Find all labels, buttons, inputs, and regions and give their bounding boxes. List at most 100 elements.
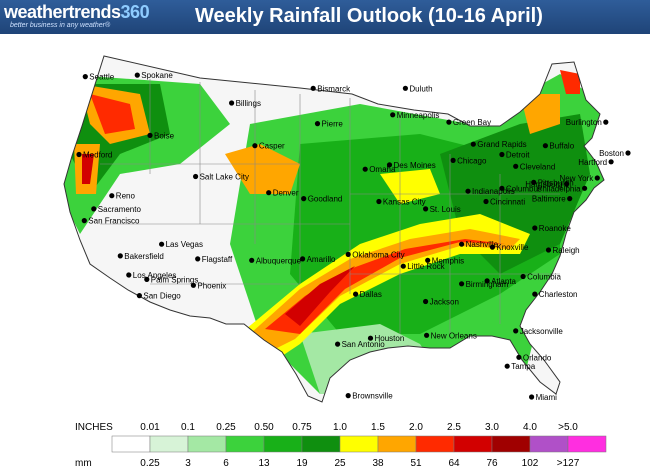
city-label: Omaha	[369, 165, 396, 174]
city-dot	[109, 193, 115, 199]
city-dot	[567, 196, 573, 202]
city-label: Pittsburgh	[538, 178, 574, 187]
city-label: Sacramento	[98, 205, 142, 214]
city-dot	[301, 196, 307, 202]
legend-swatch	[301, 435, 341, 453]
city-label: Boise	[154, 131, 175, 140]
city-label: Brownsville	[352, 392, 393, 401]
legend-mm-tick: 3	[185, 458, 191, 469]
city-label: Raleigh	[553, 246, 580, 255]
city-dot	[345, 251, 351, 257]
city-dot	[459, 241, 465, 247]
city-label: Columbia	[527, 273, 561, 282]
city-label: New Orleans	[431, 331, 477, 340]
legend-mm-tick: 76	[486, 458, 498, 469]
city-dot	[252, 143, 258, 149]
city-dot	[424, 332, 430, 338]
city-label: San Antonio	[342, 340, 386, 349]
city-label: Reno	[116, 192, 136, 201]
city-label: Billings	[236, 99, 261, 108]
city-dot	[504, 363, 510, 369]
city-dot	[542, 143, 549, 149]
city-dot	[310, 85, 316, 91]
city-dot	[532, 225, 538, 231]
city-label: Philadelphia	[537, 184, 581, 193]
city-dot	[345, 393, 351, 399]
brand-logo: weathertrends360	[4, 2, 150, 22]
legend-inch-tick: 0.50	[254, 422, 274, 433]
city-dot	[483, 198, 489, 205]
city-label: Minneapolis	[397, 111, 440, 120]
city-dot	[249, 257, 255, 263]
city-dot	[335, 341, 341, 347]
city-dot	[499, 151, 505, 158]
legend-swatch	[339, 435, 379, 453]
city-label: Albuquerque	[256, 256, 302, 265]
legend-inch-tick: 0.75	[292, 422, 312, 433]
city-label: Chicago	[457, 156, 487, 165]
city-label: Hartford	[578, 158, 607, 167]
legend-mm-tick: 6	[223, 458, 229, 469]
legend-mm-label: mm	[75, 458, 92, 469]
legend-inch-tick: 0.25	[216, 422, 236, 433]
city-dot	[190, 282, 196, 288]
city-dot	[582, 185, 588, 191]
city-label: Boston	[599, 149, 624, 158]
legend-inch-tick: 0.1	[181, 422, 195, 433]
legend-mm-ticks: 0.25 3 6 13 19 25 38 51 64 76 102 >127	[140, 458, 579, 469]
city-dot	[82, 74, 88, 80]
legend-swatch	[491, 435, 531, 453]
legend-mm-tick: 13	[258, 458, 270, 469]
city-label: Knoxville	[496, 243, 529, 252]
legend-inch-tick: 1.0	[333, 422, 347, 433]
legend-inch-tick: 1.5	[371, 422, 385, 433]
city-label: Nashville	[466, 240, 499, 249]
city-dot	[402, 85, 408, 91]
city-label: Salt Lake City	[200, 173, 249, 182]
brand-tagline: better business in any weather®	[10, 22, 111, 29]
city-label: Pierre	[322, 120, 344, 129]
legend-swatch	[149, 435, 189, 453]
city-dot	[489, 244, 495, 250]
city-dot	[266, 190, 272, 196]
city-dot	[390, 112, 396, 118]
city-label: Baltimore	[532, 195, 566, 204]
city-label: Columbus	[506, 184, 542, 193]
city-label: Dallas	[360, 290, 382, 299]
city-dot	[144, 276, 150, 282]
city-dot	[465, 188, 471, 194]
city-label: Detroit	[506, 151, 530, 160]
city-label: Jacksonville	[520, 327, 564, 336]
legend-inch-tick: 2.5	[447, 422, 461, 433]
page-title: Weekly Rainfall Outlook (10-16 April)	[195, 5, 543, 27]
legend-swatch	[453, 435, 493, 453]
city-dot	[362, 166, 368, 172]
legend-swatch	[187, 435, 227, 453]
city-label: Charleston	[539, 290, 578, 299]
city-label: Indianapolis	[472, 187, 515, 196]
legend-mm-tick: 51	[410, 458, 422, 469]
city-label: Phoenix	[197, 281, 226, 290]
city-label: Spokane	[141, 71, 173, 80]
legend-mm-tick: 64	[448, 458, 460, 469]
legend-inch-tick: 3.0	[485, 422, 499, 433]
city-label: St. Louis	[430, 205, 461, 214]
city-label: Los Angeles	[133, 271, 177, 280]
legend-swatch	[111, 435, 151, 453]
legend-mm-tick: 0.25	[140, 458, 160, 469]
city-dot	[423, 298, 429, 305]
city-label: San Diego	[143, 292, 181, 301]
legend-swatch	[415, 435, 455, 453]
city-dot	[531, 179, 537, 185]
city-dot	[400, 263, 406, 269]
city-label: Green Bay	[453, 118, 491, 127]
city-label: Birmingham	[466, 280, 509, 289]
legend-inch-tick: 2.0	[409, 422, 423, 433]
city-dot	[425, 257, 431, 263]
city-dot	[450, 157, 456, 163]
city-label: Flagstaff	[202, 255, 233, 264]
city-dot	[300, 256, 306, 262]
legend-swatch	[263, 435, 303, 453]
city-label: Burlington	[566, 118, 602, 127]
city-dot	[520, 273, 526, 280]
